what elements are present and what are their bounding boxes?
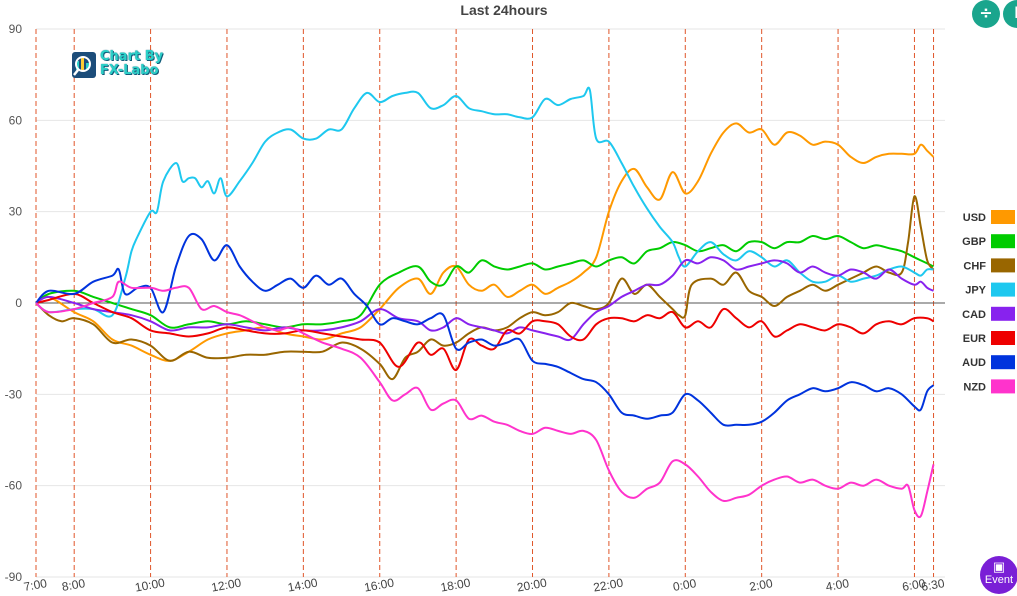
legend-label: USD — [963, 212, 986, 224]
series-lines — [35, 86, 935, 519]
legend-label: GBP — [962, 236, 986, 248]
x-tick-label: 20:00 — [516, 576, 548, 595]
x-tick-label: 4:00 — [825, 576, 851, 594]
chart-title: Last 24hours — [460, 2, 547, 18]
legend-swatch — [991, 234, 1015, 249]
y-tick-label: 0 — [15, 296, 22, 310]
y-axis: 90 60 30 0 -30 -60 -90 — [5, 22, 23, 584]
series-line-usd — [35, 122, 935, 362]
y-tick-label: 30 — [9, 205, 23, 219]
legend-label: CHF — [963, 260, 986, 272]
legend-label: EUR — [963, 333, 986, 345]
series-line-chf — [35, 195, 935, 381]
logo-line2: FX-Labo — [100, 63, 159, 78]
logo-line1: Chart By — [100, 49, 164, 64]
expand-vertical-icon: I — [1014, 3, 1017, 22]
compress-vertical-icon: ÷ — [979, 3, 993, 22]
y-tick-label: -30 — [5, 387, 23, 401]
x-tick-label: 22:00 — [592, 576, 624, 595]
y-tick-label: 60 — [9, 113, 23, 127]
legend-label: AUD — [962, 357, 986, 369]
legend-swatch — [991, 379, 1015, 394]
series-line-cad — [35, 256, 934, 342]
series-line-nzd — [35, 280, 935, 519]
chart-search-icon — [72, 52, 96, 78]
legend-label: NZD — [963, 381, 986, 393]
expand-vertical-button[interactable]: I — [1003, 0, 1017, 28]
event-label: Event — [984, 574, 1014, 586]
series-line-gbp — [35, 234, 934, 329]
x-tick-label: 14:00 — [287, 576, 319, 595]
legend: USD GBP CHF JPY CAD EUR AUD NZD — [962, 210, 1015, 394]
event-button[interactable]: ▣ Event — [980, 556, 1017, 594]
x-tick-label: 6:30 — [920, 576, 946, 594]
series-line-eur — [35, 292, 935, 371]
legend-swatch — [991, 355, 1015, 370]
legend-swatch — [991, 306, 1015, 321]
x-tick-label: 8:00 — [61, 576, 87, 594]
x-tick-label: 6:00 — [901, 576, 927, 594]
legend-swatch — [991, 331, 1015, 345]
legend-swatch — [991, 210, 1015, 224]
series-line-jpy — [35, 86, 934, 318]
x-tick-label: 10:00 — [134, 576, 166, 595]
legend-swatch — [991, 282, 1015, 297]
series-line-aud — [35, 232, 935, 427]
y-tick-label: -90 — [5, 570, 23, 584]
y-tick-label: 90 — [9, 22, 23, 36]
x-tick-label: 7:00 — [23, 576, 49, 594]
legend-swatch — [991, 258, 1015, 273]
legend-label: CAD — [962, 309, 986, 321]
x-tick-label: 18:00 — [439, 576, 471, 595]
x-tick-label: 2:00 — [748, 576, 774, 594]
x-tick-label: 0:00 — [672, 576, 698, 594]
fx-labo-logo: Chart By FX-Labo — [72, 50, 172, 80]
legend-label: JPY — [965, 285, 986, 297]
x-tick-label: 12:00 — [210, 576, 242, 595]
calendar-icon: ▣ — [992, 559, 1006, 574]
x-axis: 7:00 8:00 10:00 12:00 14:00 16:00 18:00 20:00 22… — [23, 576, 946, 595]
y-tick-label: -60 — [5, 479, 23, 493]
compress-vertical-button[interactable]: ÷ — [972, 0, 1000, 28]
x-tick-label: 16:00 — [363, 576, 395, 595]
